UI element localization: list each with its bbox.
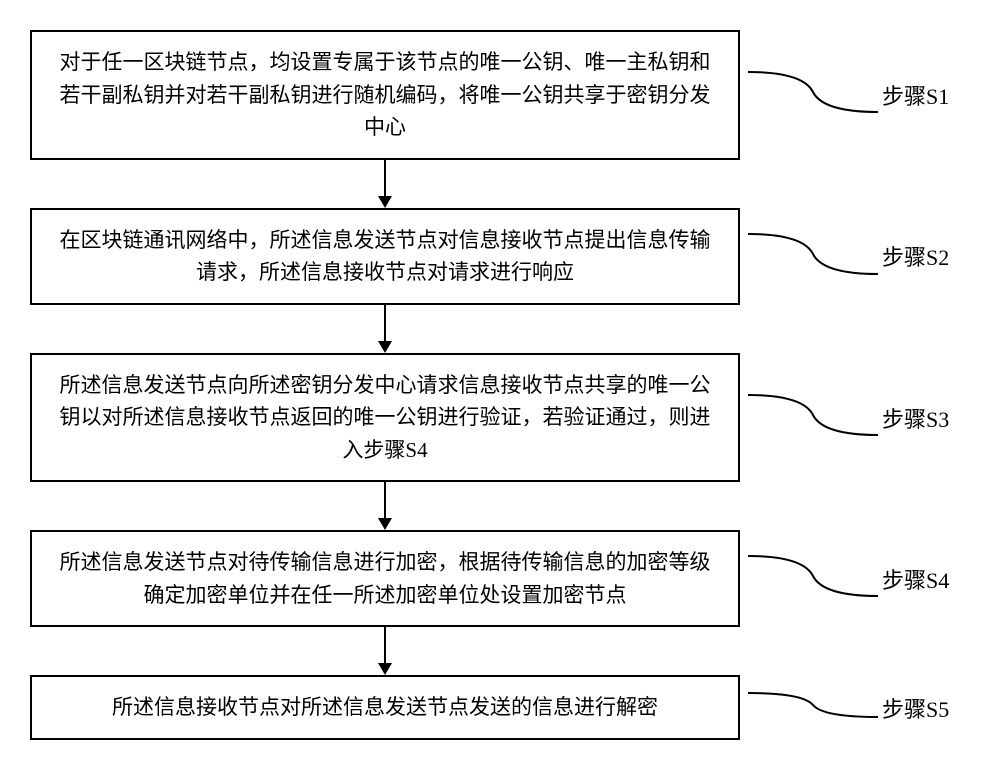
arrow-down <box>30 482 740 530</box>
step-text: 对于任一区块链节点，均设置专属于该节点的唯一公钥、唯一主私钥和若干副私钥并对若干… <box>60 50 711 139</box>
step-box-s2: 在区块链通讯网络中，所述信息发送节点对信息接收节点提出信息传输请求，所述信息接收… <box>30 208 740 305</box>
step-text: 在区块链通讯网络中，所述信息发送节点对信息接收节点提出信息传输请求，所述信息接收… <box>60 228 711 285</box>
step-box-s4: 所述信息发送节点对待传输信息进行加密，根据待传输信息的加密等级确定加密单位并在任… <box>30 530 740 627</box>
curve-icon <box>748 224 878 284</box>
step-text: 所述信息接收节点对所述信息发送节点发送的信息进行解密 <box>112 695 658 719</box>
flowchart-row: 所述信息发送节点向所述密钥分发中心请求信息接收节点共享的唯一公钥以对所述信息接收… <box>30 353 970 483</box>
curve-icon <box>748 62 878 122</box>
label-connector <box>748 546 878 611</box>
step-text: 所述信息发送节点对待传输信息进行加密，根据待传输信息的加密等级确定加密单位并在任… <box>60 550 711 607</box>
step-label: 步骤S5 <box>882 692 949 724</box>
curve-icon <box>748 685 878 725</box>
step-label: 步骤S1 <box>882 79 949 111</box>
flowchart-container: 对于任一区块链节点，均设置专属于该节点的唯一公钥、唯一主私钥和若干副私钥并对若干… <box>30 30 970 740</box>
label-connector <box>748 224 878 289</box>
flowchart-row: 对于任一区块链节点，均设置专属于该节点的唯一公钥、唯一主私钥和若干副私钥并对若干… <box>30 30 970 160</box>
curve-icon <box>748 546 878 606</box>
step-label: 步骤S3 <box>882 402 949 434</box>
label-connector <box>748 685 878 730</box>
arrow-down-icon <box>375 627 395 675</box>
step-box-s5: 所述信息接收节点对所述信息发送节点发送的信息进行解密 <box>30 675 740 740</box>
flowchart-row: 在区块链通讯网络中，所述信息发送节点对信息接收节点提出信息传输请求，所述信息接收… <box>30 208 970 305</box>
flowchart-row: 所述信息发送节点对待传输信息进行加密，根据待传输信息的加密等级确定加密单位并在任… <box>30 530 970 627</box>
step-label: 步骤S2 <box>882 240 949 272</box>
step-box-s3: 所述信息发送节点向所述密钥分发中心请求信息接收节点共享的唯一公钥以对所述信息接收… <box>30 353 740 483</box>
arrow-down-icon <box>375 160 395 208</box>
arrow-down-icon <box>375 482 395 530</box>
arrow-down <box>30 160 740 208</box>
label-connector <box>748 385 878 450</box>
arrow-down <box>30 305 740 353</box>
step-label: 步骤S4 <box>882 563 949 595</box>
arrow-down <box>30 627 740 675</box>
step-box-s1: 对于任一区块链节点，均设置专属于该节点的唯一公钥、唯一主私钥和若干副私钥并对若干… <box>30 30 740 160</box>
label-connector <box>748 62 878 127</box>
flowchart-row: 所述信息接收节点对所述信息发送节点发送的信息进行解密 步骤S5 <box>30 675 970 740</box>
step-text: 所述信息发送节点向所述密钥分发中心请求信息接收节点共享的唯一公钥以对所述信息接收… <box>60 373 711 462</box>
arrow-down-icon <box>375 305 395 353</box>
curve-icon <box>748 385 878 445</box>
